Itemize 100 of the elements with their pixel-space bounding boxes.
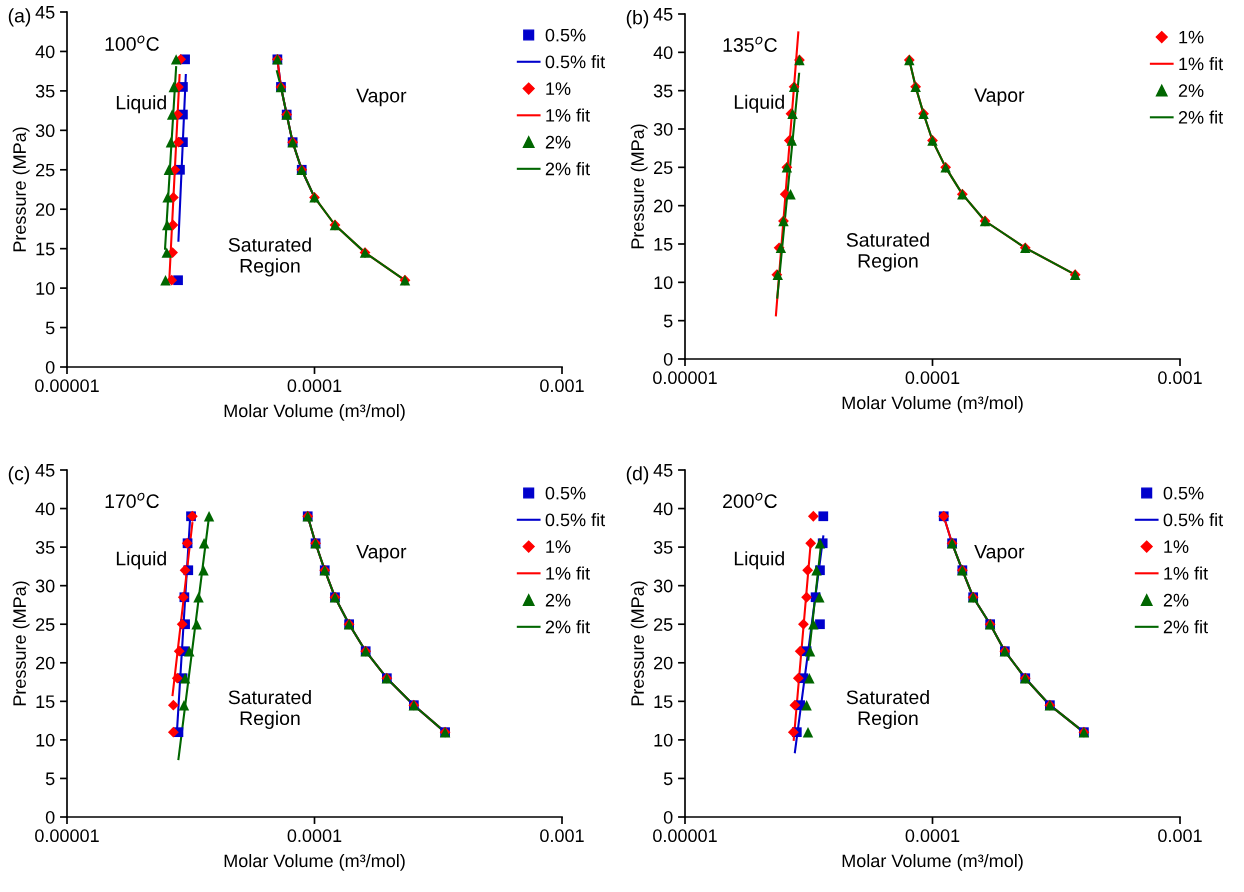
- annotation: Saturated Region: [228, 237, 311, 277]
- y-tick-label: 30: [653, 122, 673, 136]
- y-tick-label: 10: [36, 733, 55, 747]
- y-tick-label: 0: [45, 360, 55, 374]
- y-tick-label: 15: [654, 695, 673, 709]
- annotation: Liquid: [734, 551, 784, 570]
- legend-label: 2% fit: [1163, 620, 1208, 634]
- x-axis-title: Molar Volume (m³/mol): [842, 853, 1023, 871]
- y-tick-label: 30: [35, 124, 55, 138]
- legend-label: 1% fit: [1179, 57, 1224, 71]
- x-axis-title: Molar Volume (m³/mol): [842, 395, 1023, 413]
- y-tick-label: 45: [653, 8, 673, 21]
- annotation: 170$^{o}$C: [105, 492, 159, 509]
- legend-label: 1%: [546, 540, 571, 553]
- legend-label: 0.5% fit: [545, 513, 606, 527]
- y-tick-label: 40: [653, 502, 673, 516]
- legend-label: 1%: [1179, 30, 1204, 44]
- text: (a): [8, 8, 31, 27]
- x-tick-label: 0.00001: [653, 371, 717, 385]
- y-tick-label: 35: [35, 541, 55, 554]
- legend-label: 1%: [546, 82, 571, 95]
- y-tick-label: 40: [35, 45, 55, 59]
- legend-label: 0.5%: [1163, 486, 1204, 500]
- annotation: Vapor: [356, 88, 407, 107]
- legend-label: 2%: [545, 135, 571, 149]
- y-tick-label: 15: [36, 242, 55, 256]
- text: (b): [626, 10, 649, 29]
- y-tick-label: 15: [654, 238, 673, 251]
- x-tick-label: 0.001: [540, 829, 584, 843]
- y-axis-title: Pressure (MPa): [630, 124, 648, 249]
- legend-label: 2% fit: [1178, 110, 1224, 124]
- x-tick-label: 0.00001: [35, 379, 99, 393]
- y-tick-label: 25: [36, 163, 55, 177]
- legend-label: 1% fit: [546, 108, 590, 122]
- x-tick-label: 0.0001: [287, 829, 342, 843]
- text: (c): [8, 466, 30, 485]
- x-tick-label: 0.00001: [653, 829, 717, 843]
- legend-label: 0.5%: [545, 486, 586, 500]
- legend-label: 2%: [545, 593, 571, 607]
- y-tick-label: 5: [45, 321, 55, 335]
- y-tick-label: 35: [653, 84, 673, 98]
- legend-label: 2%: [1163, 593, 1189, 607]
- legend-label: 0.5%: [545, 28, 586, 42]
- x-tick-label: 0.00001: [35, 829, 99, 843]
- y-tick-label: 35: [35, 84, 55, 98]
- legend-label: 1%: [1164, 540, 1189, 553]
- y-tick-label: 30: [653, 579, 673, 593]
- y-tick-label: 20: [36, 203, 55, 216]
- y-tick-label: 40: [35, 502, 55, 516]
- annotation: Saturated Region: [228, 689, 311, 729]
- x-tick-label: 0.0001: [905, 829, 960, 843]
- y-tick-label: 5: [663, 772, 673, 786]
- annotation: Saturated Region: [846, 232, 929, 272]
- legend-label: 0.5% fit: [545, 55, 606, 69]
- y-axis-title: Pressure (MPa): [12, 581, 30, 706]
- y-tick-label: 45: [35, 464, 55, 477]
- legend-label: 2% fit: [545, 162, 590, 176]
- y-tick-label: 0: [663, 352, 673, 366]
- y-tick-label: 25: [654, 618, 673, 631]
- x-axis-title: Molar Volume (m³/mol): [224, 403, 405, 421]
- annotation: 135$^{o}$C: [723, 36, 777, 52]
- legend-label: 2%: [1178, 84, 1204, 97]
- annotation: Vapor: [974, 544, 1025, 563]
- annotation: 100$^{o}$C: [105, 35, 159, 51]
- y-tick-label: 5: [45, 772, 55, 786]
- y-tick-label: 25: [36, 618, 55, 631]
- y-axis-title: Pressure (MPa): [12, 127, 30, 252]
- legend-label: 0.5% fit: [1163, 513, 1224, 527]
- annotation: Vapor: [974, 88, 1025, 106]
- x-tick-label: 0.001: [1158, 371, 1202, 385]
- y-tick-label: 5: [663, 314, 673, 328]
- legend-label: 1% fit: [1164, 566, 1208, 580]
- y-tick-label: 45: [35, 6, 55, 19]
- annotation: Liquid: [116, 95, 166, 114]
- y-tick-label: 10: [36, 282, 55, 295]
- x-tick-label: 0.0001: [287, 379, 342, 393]
- y-tick-label: 25: [654, 161, 673, 175]
- y-tick-label: 40: [653, 46, 673, 60]
- y-axis-title: Pressure (MPa): [630, 581, 648, 706]
- x-tick-label: 0.001: [540, 379, 584, 393]
- y-tick-label: 0: [45, 810, 55, 824]
- y-tick-label: 0: [663, 810, 673, 824]
- y-tick-label: 20: [654, 656, 673, 670]
- legend-label: 1% fit: [546, 566, 590, 580]
- y-tick-label: 45: [653, 464, 673, 477]
- y-tick-label: 20: [36, 656, 55, 670]
- y-tick-label: 20: [654, 199, 673, 213]
- y-tick-label: 30: [35, 579, 55, 593]
- y-tick-label: 10: [654, 276, 673, 290]
- y-tick-label: 15: [36, 695, 55, 709]
- annotation: Vapor: [356, 544, 407, 563]
- annotation: Saturated Region: [846, 689, 929, 729]
- annotation: 200$^{o}$C: [723, 492, 777, 509]
- y-tick-label: 35: [653, 541, 673, 554]
- annotation: Liquid: [734, 94, 784, 113]
- legend-label: 2% fit: [545, 620, 590, 634]
- x-axis-title: Molar Volume (m³/mol): [224, 853, 405, 871]
- text: (d): [626, 466, 649, 485]
- annotation: Liquid: [116, 551, 166, 570]
- x-tick-label: 0.0001: [905, 371, 960, 385]
